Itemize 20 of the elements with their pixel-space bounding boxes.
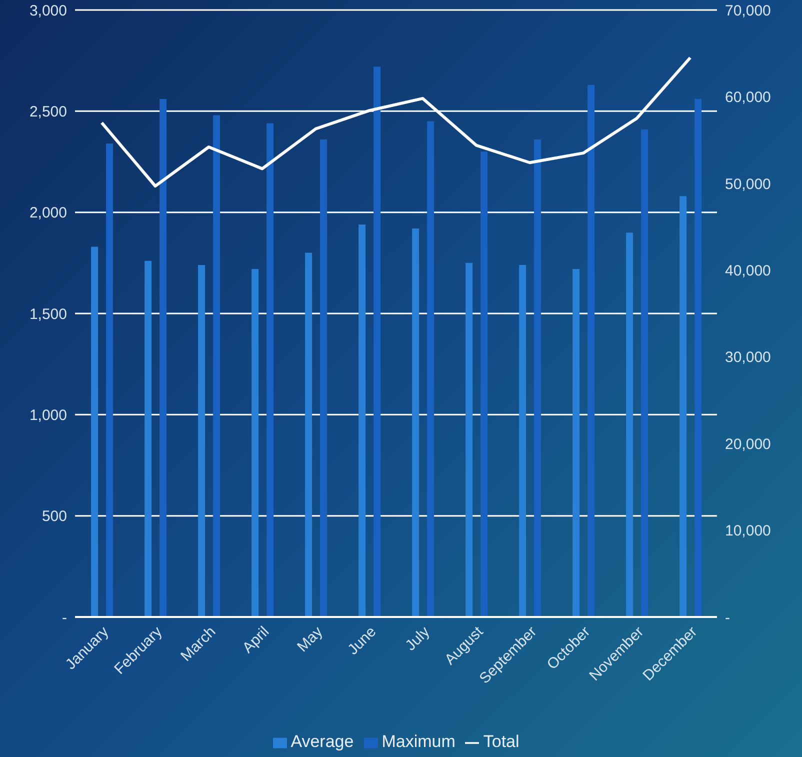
legend-label: Total [483,732,520,751]
y-tick-label: 3,000 [29,2,67,20]
y2-tick-label: 10,000 [725,522,771,540]
legend-label: Maximum [382,732,456,751]
y2-tick-label: - [725,609,730,626]
y2-tick-label: 40,000 [725,262,771,280]
x-tick-label: May [294,622,326,656]
y-tick-label: 2,000 [29,204,67,222]
y2-tick-label: 30,000 [725,349,771,366]
y-tick-label: - [62,609,67,626]
y-tick-label: 500 [42,508,67,526]
y-tick-label: 1,500 [29,306,67,323]
y-tick-label: 2,500 [29,103,67,120]
y2-tick-label: 60,000 [725,89,771,106]
legend-label: Average [290,732,354,751]
y2-tick-label: 20,000 [725,436,771,453]
y-tick-label: 1,000 [29,406,67,424]
y2-tick-label: 50,000 [725,176,771,193]
y2-tick-label: 70,000 [725,2,771,20]
x-tick-label: July [402,622,434,654]
